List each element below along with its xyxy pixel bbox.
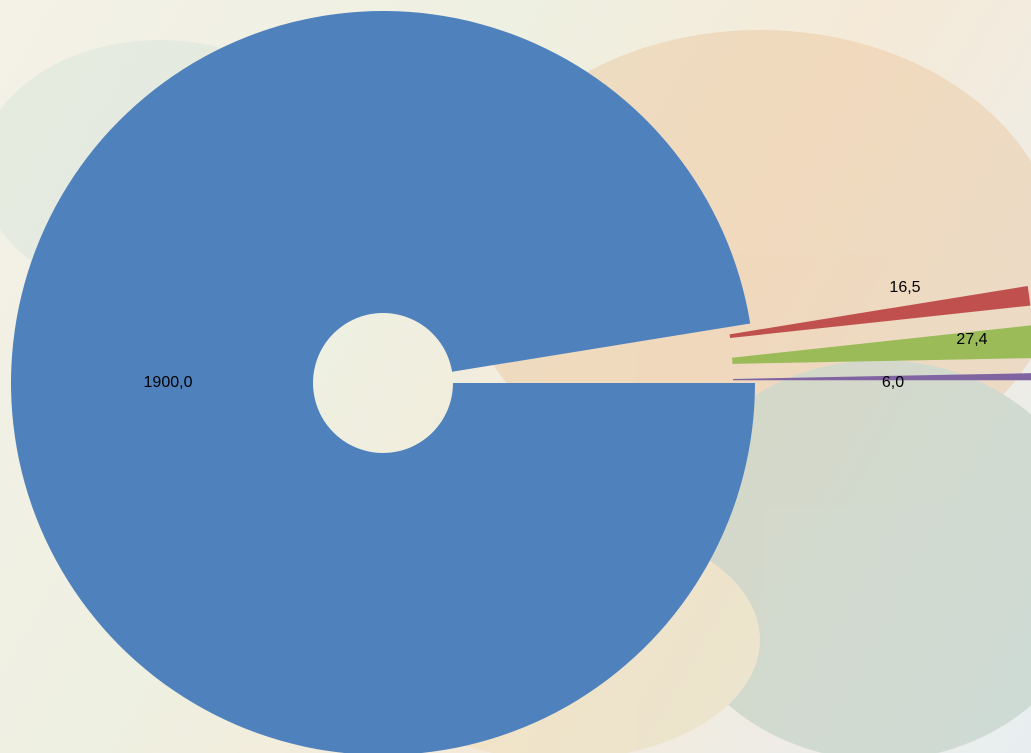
- slice: [729, 285, 1031, 339]
- data-label: 27,4: [956, 331, 987, 348]
- slice: [11, 11, 755, 753]
- data-label: 1900,0: [144, 374, 193, 391]
- data-label: 16,5: [889, 279, 920, 296]
- slice: [732, 373, 1031, 381]
- labels: 1900,0 16,5 27,4 6,0: [144, 279, 988, 391]
- slice: [732, 325, 1031, 364]
- slices: [11, 11, 1031, 753]
- data-label: 6,0: [882, 374, 904, 391]
